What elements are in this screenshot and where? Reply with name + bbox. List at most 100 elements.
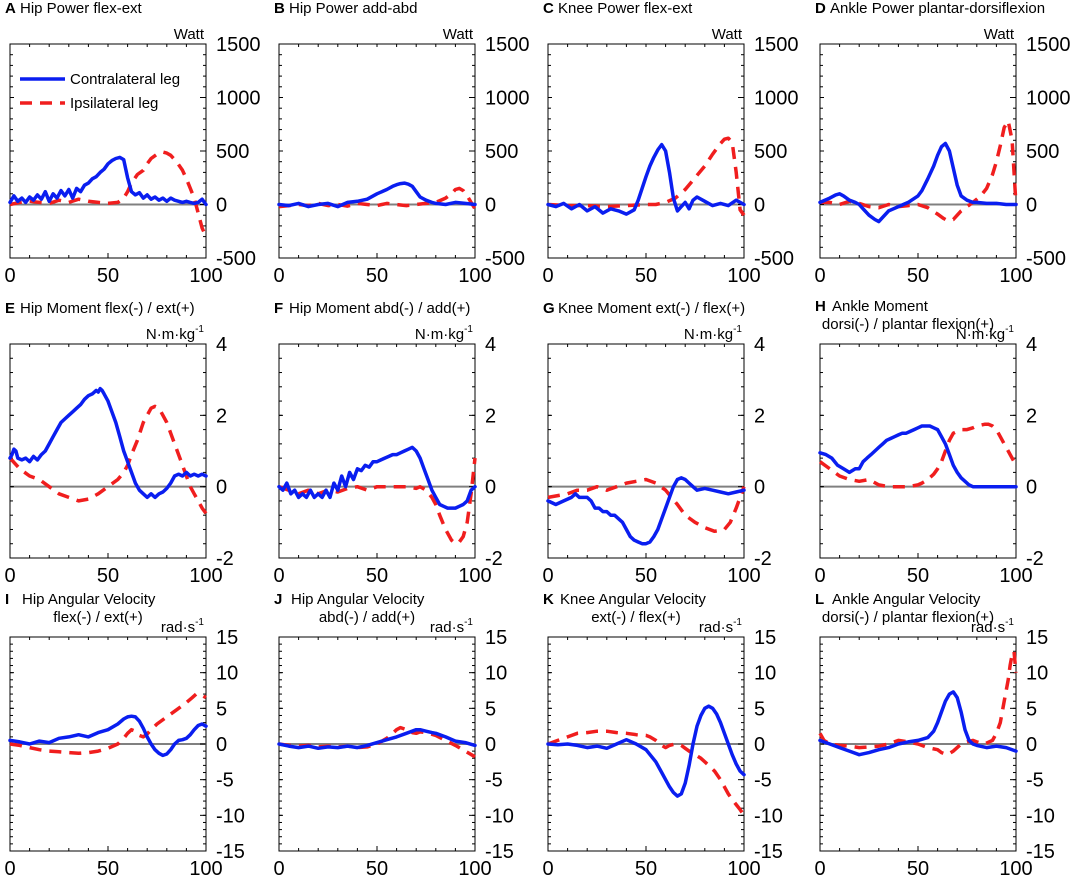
panel-g-xtick-label: 0: [542, 565, 553, 587]
panel-d-ytick-label: 0: [1026, 195, 1037, 217]
panel-a-ytick-label: 1000: [216, 88, 261, 110]
panel-k-unit: rad·s-1: [699, 617, 743, 636]
panel-d-xtick-label: 100: [999, 265, 1032, 287]
panel-l-title-line: Ankle Angular Velocity: [832, 591, 981, 608]
panel-j-ytick-label: -10: [485, 805, 514, 827]
panel-l-ytick-label: 0: [1026, 734, 1037, 756]
panel-l-xtick-label: 0: [814, 858, 825, 880]
panel-l-xtick-label: 50: [907, 858, 929, 880]
panel-d-ytick-label: -500: [1026, 248, 1066, 270]
panel-c-title-line: Knee Power flex-ext: [558, 0, 693, 17]
panel-a-ytick-label: 500: [216, 141, 249, 163]
panel-e-ytick-label: 4: [216, 334, 227, 356]
panel-h-series-contralateral: [818, 424, 1018, 489]
panel-d-ytick-label: 1000: [1026, 88, 1071, 110]
panel-c-letter: C: [543, 0, 554, 17]
panel-a-title-line: Hip Power flex-ext: [20, 0, 143, 17]
panel-h-ytick-label: -2: [1026, 548, 1044, 570]
panel-d: D Ankle Power plantar-dorsiflexion Watt 0 50…: [814, 0, 1070, 287]
panel-c-xtick-label: 0: [542, 265, 553, 287]
panel-j-ytick-label: -5: [485, 770, 503, 792]
panel-f-letter: F: [274, 300, 283, 317]
panel-a-series-contralateral: [8, 155, 208, 207]
panel-c-ytick-label: 500: [754, 141, 787, 163]
panel-l-series-ipsilateral: [818, 649, 1018, 757]
panel-j-ytick-label: 0: [485, 734, 496, 756]
panel-g-title-line: Knee Moment ext(-) / flex(+): [558, 300, 745, 317]
panel-a-letter: A: [5, 0, 16, 17]
panel-g-letter: G: [543, 300, 555, 317]
panel-e-letter: E: [5, 300, 15, 317]
panel-g-xtick-label: 50: [635, 565, 657, 587]
panel-b-ytick-label: 0: [485, 195, 496, 217]
panel-a-series-ipsilateral: [9, 150, 208, 238]
panel-g-ytick-label: 4: [754, 334, 765, 356]
panel-b-unit: Watt: [443, 26, 474, 43]
panel-k-ytick-label: 10: [754, 663, 776, 685]
panel-i-xtick-label: 100: [189, 858, 222, 880]
panel-j-unit-exponent: -1: [464, 617, 473, 628]
panel-f: F Hip Moment abd(-) / add(+) N·m·kg-1 0 50 10…: [273, 300, 502, 587]
panel-c: C Knee Power flex-ext Watt 0 50 100-500 0 500 10…: [542, 0, 798, 287]
panel-f-title-line: Hip Moment abd(-) / add(+): [289, 300, 470, 317]
panel-c-ytick-label: -500: [754, 248, 794, 270]
panel-h-xtick-label: 50: [907, 565, 929, 587]
panel-k-ytick-label: -15: [754, 841, 783, 863]
panel-f-ytick-label: 4: [485, 334, 496, 356]
panel-e-xtick-label: 0: [4, 565, 15, 587]
panel-c-xtick-label: 100: [727, 265, 760, 287]
panel-h-ytick-label: 0: [1026, 477, 1037, 499]
panel-e-series-contralateral: [8, 386, 208, 500]
panel-l-ytick-label: 10: [1026, 663, 1048, 685]
panel-a: A Hip Power flex-ext Watt 0 50 100-500 0 500 100…: [4, 0, 260, 287]
panel-f-ytick-label: 2: [485, 405, 496, 427]
panel-i-title-line: flex(-) / ext(+): [53, 609, 143, 626]
panel-h-title-line: Ankle Moment: [832, 298, 929, 315]
panel-d-title-line: Ankle Power plantar-dorsiflexion: [830, 0, 1045, 17]
panel-h-unit: N·m·kg-1: [956, 324, 1015, 343]
panel-i-ytick-label: 10: [216, 663, 238, 685]
panel-i-ytick-label: -15: [216, 841, 245, 863]
panel-g-series-contralateral: [546, 476, 746, 546]
panel-j-xtick-label: 50: [366, 858, 388, 880]
panel-i-ytick-label: 5: [216, 698, 227, 720]
panel-a-xtick-label: 100: [189, 265, 222, 287]
panel-j-title-line: Hip Angular Velocity: [291, 591, 425, 608]
panel-g-unit-exponent: -1: [733, 324, 742, 335]
panel-b-series-ipsilateral: [278, 186, 477, 210]
panel-f-ytick-label: -2: [485, 548, 503, 570]
panel-b-letter: B: [274, 0, 285, 17]
panel-a-xtick-label: 0: [4, 265, 15, 287]
panel-k-title-line: Knee Angular Velocity: [560, 591, 706, 608]
panel-i-unit: rad·s-1: [161, 617, 205, 636]
panel-k-xtick-label: 0: [542, 858, 553, 880]
panel-a-ytick-label: 1500: [216, 34, 261, 56]
panel-j-ytick-label: 5: [485, 698, 496, 720]
panel-b-ytick-label: 1500: [485, 34, 530, 56]
panel-b: B Hip Power add-abd Watt 0 50 100-500 0 500 1000…: [273, 0, 529, 287]
panel-b-xtick-label: 50: [366, 265, 388, 287]
panel-g-ytick-label: 0: [754, 477, 765, 499]
panel-e-ytick-label: 2: [216, 405, 227, 427]
panel-l-ytick-label: -5: [1026, 770, 1044, 792]
panel-e-unit-exponent: -1: [195, 324, 204, 335]
panel-h-series-ipsilateral: [818, 422, 1018, 489]
panel-i-ytick-label: 0: [216, 734, 227, 756]
panel-e-title-line: Hip Moment flex(-) / ext(+): [20, 300, 195, 317]
panel-j-xtick-label: 100: [458, 858, 491, 880]
panel-l-ytick-label: 5: [1026, 698, 1037, 720]
panel-a-xtick-label: 50: [97, 265, 119, 287]
panel-e: E Hip Moment flex(-) / ext(+) N·m·kg-1 0 50 1…: [4, 300, 233, 587]
panel-e-ytick-label: 0: [216, 477, 227, 499]
panel-d-xtick-label: 0: [814, 265, 825, 287]
panel-b-ytick-label: -500: [485, 248, 525, 270]
panel-j-ytick-label: -15: [485, 841, 514, 863]
panel-l-unit: rad·s-1: [971, 617, 1015, 636]
panel-d-letter: D: [815, 0, 826, 17]
panel-k-title-line: ext(-) / flex(+): [591, 609, 681, 626]
panel-k-xtick-label: 50: [635, 858, 657, 880]
panel-k-series-contralateral: [546, 704, 746, 798]
panel-f-unit-exponent: -1: [464, 324, 473, 335]
